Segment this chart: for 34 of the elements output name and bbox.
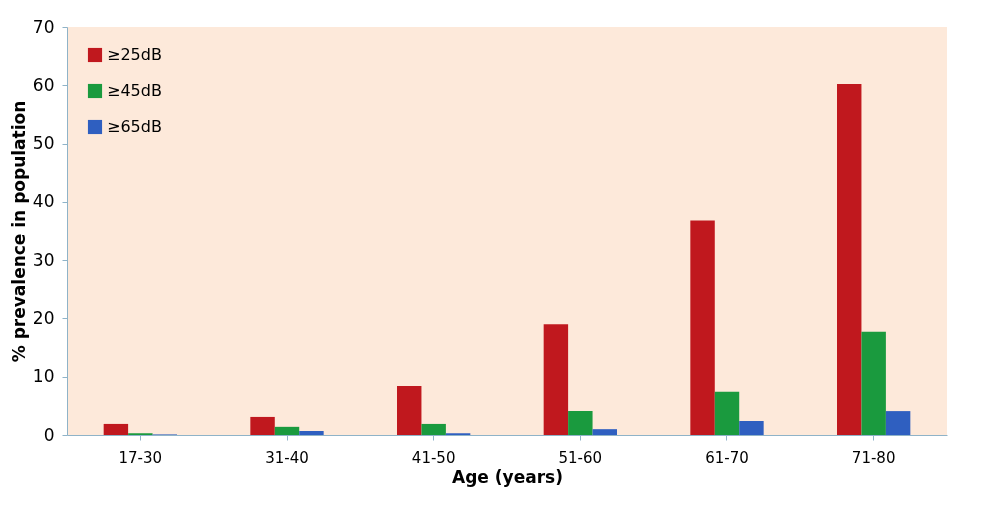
x-tick-label: 61-70 bbox=[705, 448, 749, 467]
y-axis-title: % prevalence in population bbox=[8, 100, 29, 363]
legend-label: ≥45dB bbox=[107, 81, 162, 100]
x-tick-label: 71-80 bbox=[851, 448, 896, 467]
bar bbox=[397, 386, 422, 435]
bar bbox=[837, 84, 862, 435]
y-tick-label: 10 bbox=[32, 366, 55, 387]
y-tick-label: 50 bbox=[32, 133, 55, 154]
bar bbox=[861, 331, 886, 435]
bar bbox=[885, 411, 911, 435]
x-tick-label: 17-30 bbox=[118, 448, 163, 467]
x-tick-label: 41-50 bbox=[411, 448, 456, 467]
x-tick-label: 51-60 bbox=[558, 448, 603, 467]
y-tick-label: 40 bbox=[32, 191, 55, 212]
bar bbox=[103, 423, 129, 435]
bar bbox=[299, 430, 324, 435]
bar bbox=[568, 411, 593, 435]
bar bbox=[714, 391, 740, 435]
bar bbox=[274, 426, 300, 435]
y-tick-label: 60 bbox=[32, 74, 55, 95]
x-axis-title: Age (years) bbox=[452, 466, 563, 487]
bar bbox=[421, 423, 446, 435]
y-tick-label: 70 bbox=[32, 16, 55, 37]
bar bbox=[739, 421, 764, 435]
bar bbox=[690, 220, 715, 435]
bar bbox=[250, 416, 275, 435]
x-tick-label: 31-40 bbox=[265, 448, 309, 467]
y-tick-label: 30 bbox=[32, 249, 55, 270]
bar bbox=[543, 324, 569, 435]
legend-label: ≥25dB bbox=[107, 45, 162, 64]
legend-label: ≥65dB bbox=[107, 117, 162, 136]
y-tick-label: 20 bbox=[32, 307, 55, 328]
y-tick-label: 0 bbox=[43, 424, 55, 445]
bar bbox=[592, 429, 617, 435]
